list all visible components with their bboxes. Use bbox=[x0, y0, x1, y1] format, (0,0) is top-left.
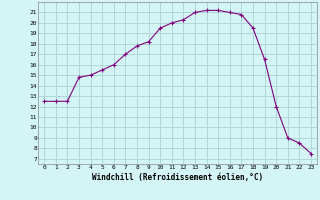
X-axis label: Windchill (Refroidissement éolien,°C): Windchill (Refroidissement éolien,°C) bbox=[92, 173, 263, 182]
